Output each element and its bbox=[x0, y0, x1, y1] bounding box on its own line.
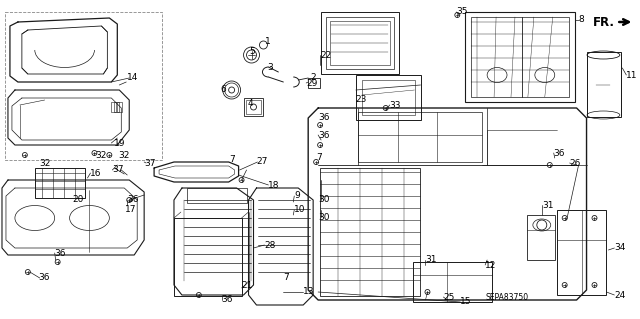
Text: 23: 23 bbox=[355, 95, 366, 105]
Text: 9: 9 bbox=[294, 191, 300, 201]
Text: 13: 13 bbox=[303, 287, 315, 296]
Bar bbox=[356, 75, 420, 120]
Text: 19: 19 bbox=[115, 138, 126, 147]
Bar bbox=[111, 102, 116, 112]
Text: 35: 35 bbox=[456, 8, 468, 17]
Text: 28: 28 bbox=[264, 241, 276, 249]
Text: 30: 30 bbox=[318, 196, 330, 204]
Text: 22: 22 bbox=[320, 50, 332, 60]
Bar bbox=[187, 188, 246, 203]
Text: 14: 14 bbox=[127, 73, 139, 83]
Text: 15: 15 bbox=[460, 298, 472, 307]
Text: 17: 17 bbox=[125, 205, 137, 214]
Text: FR.: FR. bbox=[593, 16, 614, 28]
Bar bbox=[326, 17, 394, 69]
Bar bbox=[362, 80, 415, 115]
Bar bbox=[5, 12, 162, 160]
Text: 32: 32 bbox=[95, 151, 107, 160]
Text: 29: 29 bbox=[306, 78, 317, 87]
Bar bbox=[246, 100, 262, 114]
Bar bbox=[174, 218, 241, 296]
Text: 36: 36 bbox=[54, 249, 66, 257]
Text: 20: 20 bbox=[72, 196, 84, 204]
Text: 34: 34 bbox=[614, 243, 626, 253]
Text: 36: 36 bbox=[318, 114, 330, 122]
Text: 4: 4 bbox=[248, 100, 253, 108]
Text: 32: 32 bbox=[118, 151, 130, 160]
Text: 24: 24 bbox=[614, 291, 626, 300]
Text: 21: 21 bbox=[241, 280, 253, 290]
Bar bbox=[413, 262, 492, 302]
Text: 10: 10 bbox=[294, 205, 306, 214]
Text: 25: 25 bbox=[444, 293, 455, 301]
Text: 36: 36 bbox=[318, 130, 330, 139]
Text: 27: 27 bbox=[257, 158, 268, 167]
Text: 12: 12 bbox=[485, 261, 497, 270]
Text: SEPA83750: SEPA83750 bbox=[485, 293, 528, 302]
Bar bbox=[465, 12, 575, 102]
Text: 36: 36 bbox=[221, 295, 233, 305]
Text: 2: 2 bbox=[310, 73, 316, 83]
Bar bbox=[471, 17, 569, 97]
Bar bbox=[244, 98, 264, 116]
Text: 37: 37 bbox=[113, 166, 124, 174]
Text: 3: 3 bbox=[268, 63, 273, 72]
Text: 8: 8 bbox=[579, 16, 584, 25]
Text: 16: 16 bbox=[90, 168, 101, 177]
Text: 7: 7 bbox=[230, 155, 236, 165]
Text: 36: 36 bbox=[127, 196, 139, 204]
Text: 7: 7 bbox=[316, 153, 322, 162]
Text: 31: 31 bbox=[542, 201, 554, 210]
Bar bbox=[557, 210, 607, 295]
Bar bbox=[321, 12, 399, 74]
Text: 11: 11 bbox=[627, 70, 638, 79]
Bar bbox=[115, 102, 119, 112]
Bar bbox=[35, 168, 84, 198]
Bar bbox=[527, 215, 555, 260]
Bar bbox=[308, 78, 320, 88]
Bar bbox=[358, 112, 482, 162]
Text: 5: 5 bbox=[250, 48, 255, 56]
Text: 32: 32 bbox=[40, 159, 51, 167]
Text: 31: 31 bbox=[426, 256, 437, 264]
Text: 6: 6 bbox=[221, 85, 227, 94]
Text: 1: 1 bbox=[266, 38, 271, 47]
Bar bbox=[320, 168, 420, 296]
Text: 18: 18 bbox=[268, 181, 280, 189]
Text: 26: 26 bbox=[570, 159, 581, 167]
Text: 36: 36 bbox=[554, 149, 565, 158]
Text: 33: 33 bbox=[390, 100, 401, 109]
Text: 36: 36 bbox=[39, 273, 51, 283]
Text: 7: 7 bbox=[284, 273, 289, 283]
Text: 30: 30 bbox=[318, 212, 330, 221]
Bar bbox=[117, 102, 122, 112]
Text: 37: 37 bbox=[144, 159, 156, 167]
Bar bbox=[586, 52, 621, 117]
Bar bbox=[330, 21, 390, 65]
